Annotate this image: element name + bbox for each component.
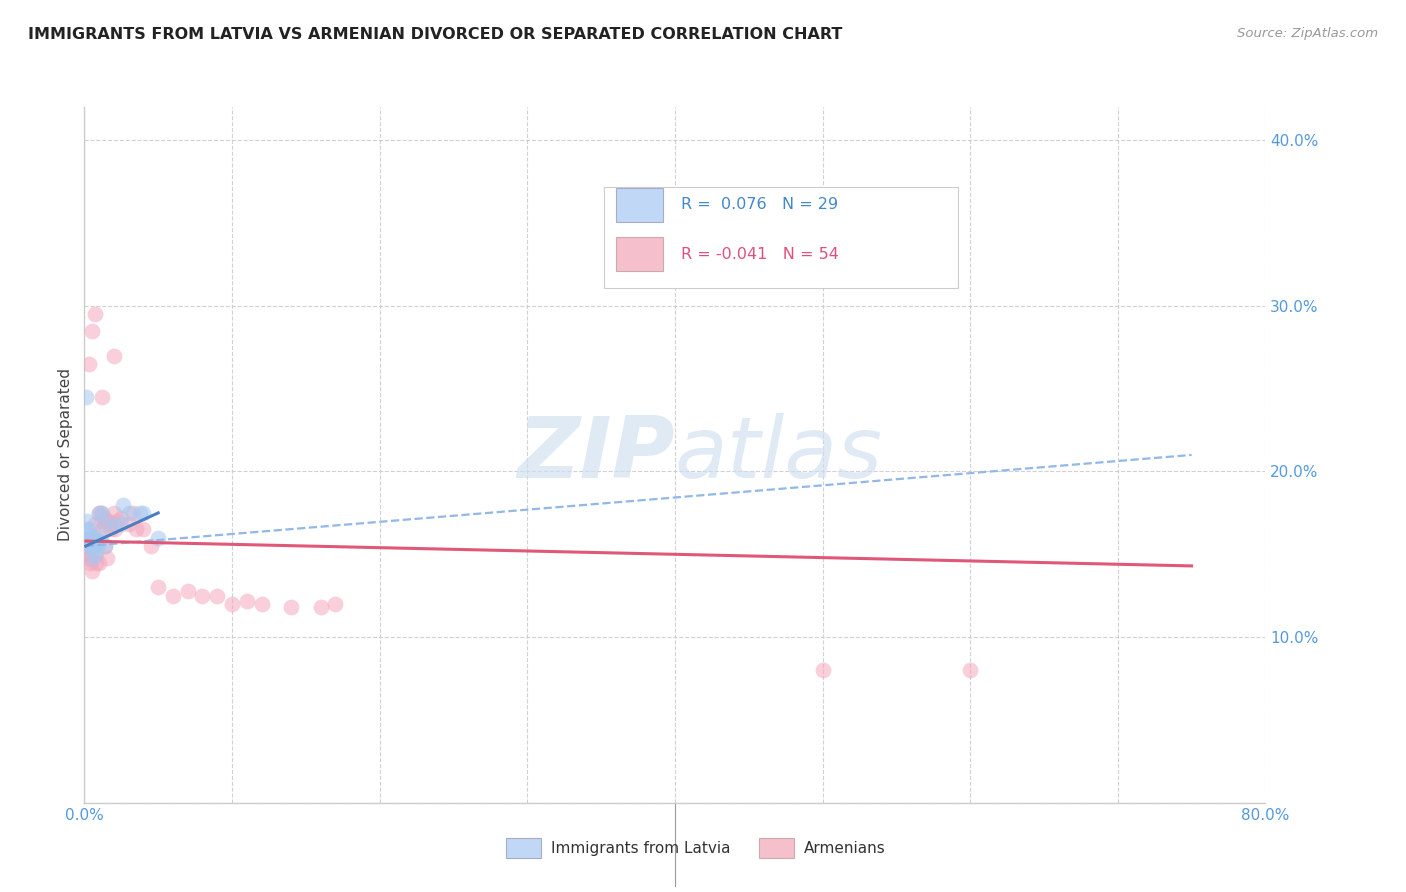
Point	[77, 531, 100, 545]
Point	[77, 539, 100, 553]
Point	[103, 506, 125, 520]
Point	[811, 663, 834, 677]
Point	[83, 547, 105, 561]
Point	[76, 547, 98, 561]
Y-axis label: Divorced or Separated: Divorced or Separated	[58, 368, 73, 541]
Point	[96, 550, 118, 565]
Point	[93, 517, 115, 532]
Text: ZIP: ZIP	[517, 413, 675, 497]
Point	[80, 324, 103, 338]
Point	[86, 534, 108, 549]
Point	[129, 506, 152, 520]
Point	[75, 539, 97, 553]
Point	[83, 517, 105, 532]
Point	[84, 547, 107, 561]
Point	[76, 514, 98, 528]
Text: Immigrants from Latvia: Immigrants from Latvia	[551, 841, 731, 855]
Point	[82, 539, 104, 553]
Point	[80, 539, 103, 553]
Point	[97, 514, 120, 528]
Point	[250, 597, 273, 611]
Bar	[616, 188, 664, 222]
Point	[84, 534, 107, 549]
Text: R = -0.041   N = 54: R = -0.041 N = 54	[681, 247, 838, 262]
Point	[80, 534, 103, 549]
Point	[100, 523, 122, 537]
Point	[91, 514, 114, 528]
Point	[162, 589, 184, 603]
Point	[91, 390, 114, 404]
Point	[87, 506, 111, 520]
Point	[84, 539, 107, 553]
Point	[309, 600, 332, 615]
Point	[111, 498, 134, 512]
Point	[132, 506, 155, 520]
Point	[104, 523, 127, 537]
Point	[103, 349, 125, 363]
Point	[205, 589, 228, 603]
Point	[75, 534, 97, 549]
Point	[103, 517, 125, 532]
Point	[90, 506, 112, 520]
Point	[118, 517, 141, 532]
Point	[148, 531, 170, 545]
Point	[221, 597, 243, 611]
Point	[177, 583, 200, 598]
Text: atlas: atlas	[675, 413, 883, 497]
Point	[77, 357, 100, 371]
Point	[235, 593, 259, 607]
Point	[118, 506, 141, 520]
Point	[105, 514, 128, 528]
Point	[87, 506, 111, 520]
Point	[83, 531, 105, 545]
Point	[191, 589, 214, 603]
Point	[75, 550, 97, 565]
Point	[91, 506, 114, 520]
Point	[87, 556, 111, 570]
Text: Armenians: Armenians	[804, 841, 886, 855]
Bar	[616, 237, 664, 270]
Point	[125, 523, 148, 537]
Point	[90, 531, 112, 545]
Point	[75, 390, 97, 404]
Point	[83, 307, 105, 321]
Point	[82, 550, 104, 565]
Point	[79, 539, 101, 553]
Point	[80, 564, 103, 578]
Point	[80, 539, 103, 553]
Text: Source: ZipAtlas.com: Source: ZipAtlas.com	[1237, 27, 1378, 40]
Point	[110, 517, 132, 532]
Point	[86, 539, 108, 553]
Point	[122, 506, 145, 520]
Point	[76, 531, 98, 545]
Point	[77, 550, 100, 565]
Point	[79, 527, 101, 541]
Point	[84, 556, 107, 570]
Point	[82, 531, 104, 545]
Point	[110, 511, 132, 525]
Point	[148, 581, 170, 595]
Point	[139, 539, 162, 553]
Point	[280, 600, 302, 615]
Text: R =  0.076   N = 29: R = 0.076 N = 29	[681, 197, 838, 212]
Point	[98, 517, 121, 532]
Point	[93, 511, 115, 525]
FancyBboxPatch shape	[605, 187, 959, 288]
Point	[87, 534, 111, 549]
Point	[91, 523, 114, 537]
Point	[959, 663, 981, 677]
Point	[79, 556, 101, 570]
Text: IMMIGRANTS FROM LATVIA VS ARMENIAN DIVORCED OR SEPARATED CORRELATION CHART: IMMIGRANTS FROM LATVIA VS ARMENIAN DIVOR…	[28, 27, 842, 42]
Point	[76, 523, 98, 537]
Point	[94, 539, 117, 553]
Point	[132, 523, 155, 537]
Point	[323, 597, 347, 611]
Point	[79, 534, 101, 549]
Point	[94, 539, 117, 553]
Point	[77, 523, 100, 537]
